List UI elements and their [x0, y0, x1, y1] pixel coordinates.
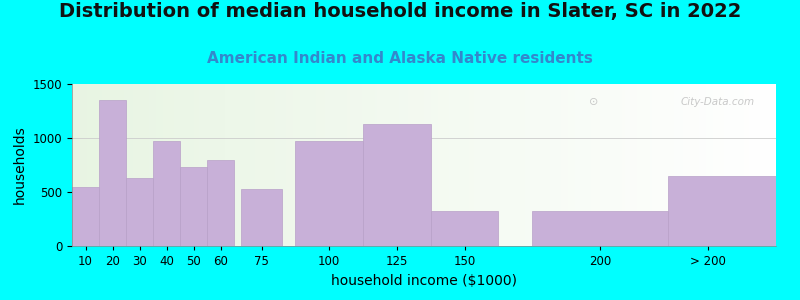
Bar: [180, 167, 207, 246]
Bar: [72, 187, 99, 246]
Bar: [207, 160, 234, 246]
Text: ⊙: ⊙: [590, 97, 599, 107]
X-axis label: household income ($1000): household income ($1000): [331, 274, 517, 288]
Bar: [668, 176, 800, 246]
Bar: [363, 124, 430, 246]
Y-axis label: households: households: [13, 126, 27, 204]
Bar: [154, 141, 180, 246]
Text: Distribution of median household income in Slater, SC in 2022: Distribution of median household income …: [59, 2, 741, 20]
Bar: [532, 212, 668, 246]
Bar: [99, 100, 126, 246]
Bar: [126, 178, 154, 246]
Text: City-Data.com: City-Data.com: [681, 97, 755, 107]
Bar: [430, 212, 498, 246]
Bar: [242, 189, 282, 246]
Bar: [295, 141, 363, 246]
Text: American Indian and Alaska Native residents: American Indian and Alaska Native reside…: [207, 51, 593, 66]
